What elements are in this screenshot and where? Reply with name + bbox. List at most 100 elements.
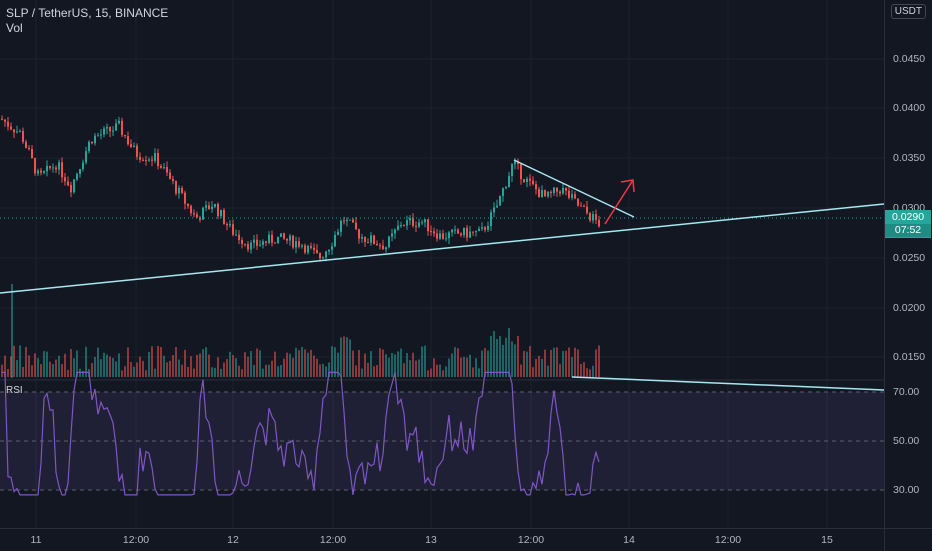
candle-body bbox=[274, 242, 276, 244]
volume-bar bbox=[421, 346, 423, 377]
volume-bar bbox=[28, 355, 30, 377]
candle-body bbox=[469, 231, 471, 238]
price-tick: 0.0350 bbox=[893, 152, 926, 164]
candle-body bbox=[109, 126, 111, 132]
candle-body bbox=[538, 189, 540, 198]
candle-body bbox=[61, 162, 63, 178]
volume-bar bbox=[328, 362, 330, 377]
volume-bar bbox=[211, 367, 213, 377]
volume-bar bbox=[286, 352, 288, 377]
candle-body bbox=[193, 213, 195, 215]
volume-label[interactable]: Vol bbox=[6, 21, 23, 35]
volume-bar bbox=[385, 354, 387, 377]
time-tick: 13 bbox=[425, 534, 437, 546]
time-tick: 15 bbox=[821, 534, 833, 546]
candle-body bbox=[265, 241, 267, 243]
volume-bar bbox=[433, 358, 435, 377]
candle-body bbox=[127, 136, 129, 145]
candle-body bbox=[586, 206, 588, 214]
volume-bar bbox=[583, 362, 585, 377]
volume-bar bbox=[37, 358, 39, 377]
rsi-tick: 70.00 bbox=[893, 386, 920, 398]
candle-body bbox=[493, 207, 495, 213]
symbol-title[interactable]: SLP / TetherUS, 15, BINANCE bbox=[6, 6, 169, 20]
time-axis[interactable]: 11 12:00 12 12:00 13 12:00 14 12:00 15 bbox=[0, 528, 884, 551]
volume-bar bbox=[388, 357, 390, 377]
candle-body bbox=[595, 214, 597, 220]
candle-body bbox=[349, 219, 351, 221]
candle-body bbox=[112, 130, 114, 132]
candle-body bbox=[361, 237, 363, 239]
candle-body bbox=[106, 126, 108, 129]
volume-bar bbox=[97, 347, 99, 377]
last-price-badge: 0.0290 07:52 bbox=[885, 210, 931, 238]
time-tick: 12 bbox=[227, 534, 239, 546]
candle-body bbox=[169, 172, 171, 179]
candle-body bbox=[7, 121, 9, 127]
candle-body bbox=[343, 220, 345, 222]
candle-body bbox=[439, 233, 441, 239]
candle-body bbox=[403, 225, 405, 227]
candle-body bbox=[535, 184, 537, 190]
bar-countdown: 07:52 bbox=[885, 224, 931, 237]
candle-body bbox=[409, 218, 411, 221]
candle-body bbox=[25, 141, 27, 148]
volume-bar bbox=[313, 355, 315, 377]
volume-bar bbox=[394, 354, 396, 377]
rsi-tick: 50.00 bbox=[893, 435, 920, 447]
volume-bar bbox=[418, 359, 420, 377]
rsi-label[interactable]: RSI bbox=[6, 385, 23, 396]
volume-bar bbox=[175, 347, 177, 377]
candle-body bbox=[565, 187, 567, 191]
candle-body bbox=[559, 191, 561, 194]
candle-body bbox=[157, 153, 159, 166]
candle-body bbox=[499, 195, 501, 206]
volume-bar bbox=[280, 365, 282, 377]
candle-body bbox=[418, 222, 420, 227]
candle-body bbox=[319, 253, 321, 259]
volume-bar bbox=[271, 360, 273, 377]
volume-bar bbox=[589, 369, 591, 377]
chart-canvas[interactable] bbox=[0, 0, 884, 528]
volume-bar bbox=[466, 357, 468, 377]
volume-bar bbox=[538, 355, 540, 377]
volume-bar bbox=[220, 368, 222, 377]
candle-body bbox=[562, 187, 564, 194]
candle-body bbox=[379, 245, 381, 247]
volume-bar bbox=[559, 364, 561, 377]
candle-body bbox=[46, 165, 48, 172]
volume-bar bbox=[223, 362, 225, 377]
volume-bar bbox=[598, 345, 600, 377]
candle-body bbox=[310, 245, 312, 248]
chart-area[interactable] bbox=[0, 0, 884, 528]
volume-bar bbox=[250, 351, 252, 377]
candle-body bbox=[97, 135, 99, 137]
candle-body bbox=[28, 147, 30, 150]
candle-body bbox=[406, 220, 408, 226]
currency-button[interactable]: USDT bbox=[890, 4, 926, 19]
volume-bar bbox=[1, 364, 3, 377]
volume-bar bbox=[265, 364, 267, 377]
volume-bar bbox=[34, 353, 36, 377]
candle-body bbox=[589, 213, 591, 221]
candle-body bbox=[307, 245, 309, 253]
volume-bar bbox=[508, 327, 510, 377]
volume-bar bbox=[109, 356, 111, 377]
candle-body bbox=[304, 245, 306, 253]
volume-bar bbox=[145, 370, 147, 377]
candle-body bbox=[43, 171, 45, 173]
rsi-tick: 30.00 bbox=[893, 484, 920, 496]
candle-body bbox=[40, 170, 42, 173]
volume-bar bbox=[181, 364, 183, 377]
price-axis[interactable]: 0.0450 0.0400 0.0350 0.0300 0.0250 0.020… bbox=[884, 0, 932, 528]
volume-bar bbox=[247, 356, 249, 377]
candle-body bbox=[133, 145, 135, 147]
candle-body bbox=[295, 241, 297, 248]
volume-bar bbox=[448, 358, 450, 377]
volume-bar bbox=[445, 366, 447, 377]
volume-bar bbox=[523, 350, 525, 377]
candle-body bbox=[367, 241, 369, 243]
candle-body bbox=[301, 245, 303, 247]
volume-bar bbox=[172, 355, 174, 377]
volume-bar bbox=[502, 344, 504, 377]
